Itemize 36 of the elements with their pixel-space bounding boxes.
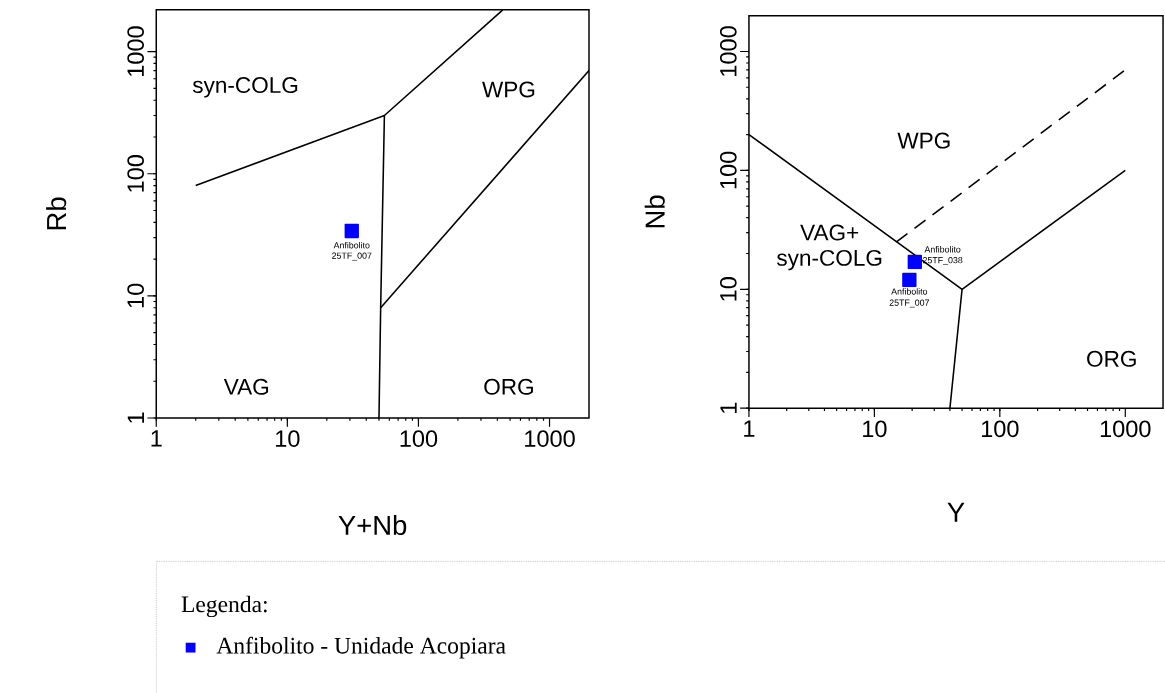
y-tick-label: 100	[127, 155, 144, 192]
legend-title: Legenda:	[181, 595, 267, 618]
y-tick-label: 10	[127, 283, 144, 308]
annotation: Anfibolito	[924, 246, 961, 253]
annotation: syn-COLG	[192, 77, 298, 98]
y-tick-label: 1	[127, 412, 144, 423]
x-tick-label: 1	[151, 430, 162, 447]
x-tick-label: 10	[863, 420, 887, 438]
x-axis-title: Y+Nb	[338, 515, 407, 536]
x-tick-label: 100	[981, 420, 1019, 438]
annotation: 25TF_038	[922, 257, 963, 266]
y-tick-label: 1000	[127, 26, 144, 77]
annotation: Anfibolito	[333, 242, 370, 249]
y-tick-label: 10	[719, 277, 737, 301]
annotation: WPG	[482, 81, 535, 98]
y-tick-label: 100	[719, 151, 737, 189]
x-tick-label: 1	[744, 420, 755, 437]
y-axis-title: Nb	[644, 195, 665, 228]
annotation: WPG	[897, 132, 950, 149]
annotation: 25TF_007	[332, 252, 372, 261]
annotation: VAG+	[800, 224, 859, 241]
y-axis-title: Rb	[46, 197, 67, 230]
y-tick-label: 1000	[719, 26, 737, 76]
legend-label: Anfibolito - Unidade Acopiara	[216, 636, 506, 659]
y-tick-label: 1	[720, 402, 737, 414]
annotation: VAG	[223, 378, 269, 395]
annotation: ORG	[1087, 350, 1136, 367]
annotation: Anfibolito	[891, 288, 928, 295]
x-tick-label: 10	[276, 430, 300, 448]
x-tick-label: 1000	[525, 430, 575, 448]
annotation: 25TF_007	[889, 299, 930, 308]
annotation: ORG	[484, 378, 533, 395]
annotation: syn-COLG	[776, 249, 882, 271]
x-axis-title: Y	[947, 502, 965, 522]
x-tick-label: 1000	[1100, 420, 1151, 438]
x-tick-label: 100	[400, 430, 438, 448]
